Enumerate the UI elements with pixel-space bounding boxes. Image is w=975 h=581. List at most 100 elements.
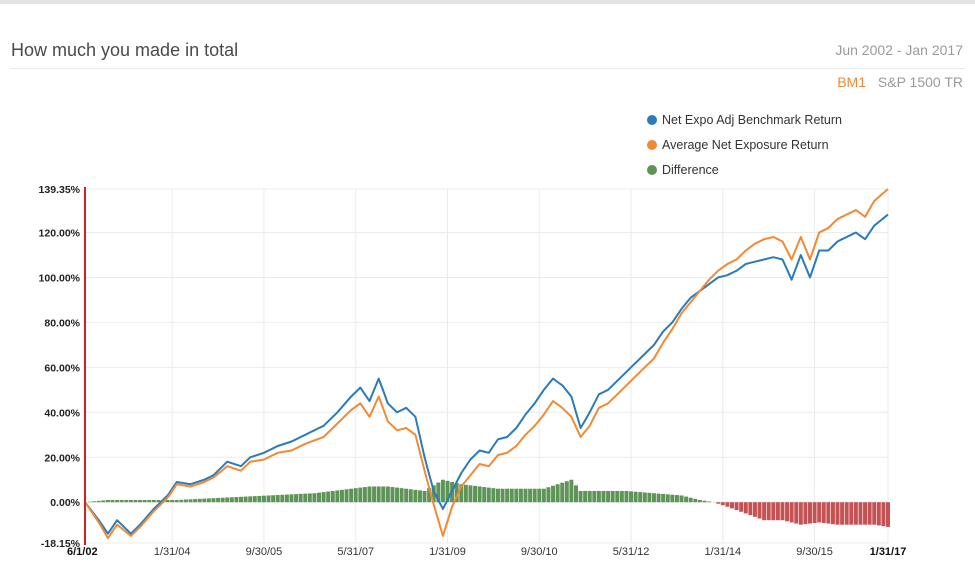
difference-bar [606, 490, 611, 503]
difference-bar [252, 496, 257, 503]
difference-bar [197, 498, 202, 503]
difference-bar [858, 502, 863, 525]
difference-bar [771, 502, 776, 521]
difference-bar [734, 502, 739, 511]
x-tick-label: 9/30/05 [246, 546, 283, 558]
y-tick-label: 139.35% [39, 184, 81, 196]
difference-bar [335, 490, 340, 503]
difference-bar [569, 479, 574, 503]
difference-bar [344, 489, 349, 503]
difference-bar [684, 496, 689, 503]
exposure-return-line [84, 188, 889, 540]
header-divider [10, 68, 965, 69]
difference-bar [518, 488, 523, 503]
difference-bar [808, 502, 812, 524]
toggle-sp1500[interactable]: S&P 1500 TR [877, 74, 963, 90]
legend-dot [647, 140, 657, 150]
difference-bar [427, 488, 432, 503]
difference-bar [500, 488, 505, 503]
difference-bar [390, 487, 395, 503]
difference-bar [757, 502, 762, 519]
difference-bar [170, 499, 175, 503]
difference-bar [578, 490, 583, 503]
difference-bar [243, 496, 248, 503]
difference-bar [266, 495, 271, 503]
legend-dot [647, 165, 657, 175]
difference-bar [619, 490, 624, 503]
difference-bar [436, 482, 441, 503]
benchmark-return-line [84, 213, 889, 535]
difference-bar [592, 490, 597, 503]
difference-bar [459, 484, 464, 503]
difference-bar [541, 488, 546, 503]
difference-bar [491, 488, 496, 503]
difference-bar [96, 500, 101, 503]
difference-bar [752, 502, 757, 517]
difference-bar [624, 490, 629, 503]
difference-bar [248, 496, 253, 503]
difference-bar [798, 502, 803, 525]
difference-bar [509, 488, 514, 503]
difference-bar [399, 488, 404, 503]
difference-bar [528, 488, 533, 503]
difference-bar [477, 486, 482, 503]
difference-bar [105, 499, 110, 503]
difference-bar [775, 502, 780, 521]
y-tick-label: 0.00% [50, 497, 80, 509]
difference-bar [220, 497, 225, 503]
difference-bar [385, 486, 390, 503]
difference-bar [376, 486, 381, 503]
difference-bar [115, 499, 120, 503]
chart-title: How much you made in total [11, 40, 239, 60]
difference-bar [349, 488, 354, 503]
difference-bar [317, 492, 321, 503]
toggle-bm1[interactable]: BM1 [837, 74, 867, 90]
difference-bar [289, 494, 294, 503]
difference-bar [307, 493, 312, 503]
difference-bar [876, 502, 881, 526]
difference-bar [463, 484, 468, 503]
difference-bar [647, 492, 652, 503]
difference-bar [670, 494, 675, 503]
difference-bar [785, 502, 790, 522]
difference-bar [743, 502, 748, 514]
difference-bar [688, 497, 693, 503]
y-tick-label: 60.00% [44, 362, 80, 374]
difference-bar [633, 491, 638, 503]
difference-bar [766, 502, 771, 521]
difference-bar [702, 500, 707, 503]
difference-bar [583, 490, 588, 503]
difference-bar [716, 502, 721, 504]
x-tick-label: 1/31/14 [704, 546, 741, 558]
difference-bar [596, 490, 601, 503]
difference-bar [431, 485, 436, 503]
difference-bar [133, 499, 138, 503]
difference-bar [674, 495, 679, 503]
difference-bar [381, 486, 386, 503]
difference-bar [395, 487, 400, 503]
difference-bar [294, 494, 299, 503]
difference-bar [128, 499, 133, 503]
difference-bar [179, 499, 184, 503]
difference-bar [853, 502, 858, 525]
difference-bar [835, 502, 840, 525]
legend-label: Difference [662, 163, 719, 177]
difference-bar [445, 480, 450, 503]
difference-bar [482, 487, 487, 503]
x-tick-label: 1/31/09 [429, 546, 466, 558]
difference-bar [413, 489, 418, 503]
x-tick-label: 6/1/02 [67, 546, 98, 558]
difference-bar [353, 488, 358, 503]
difference-bar [656, 493, 661, 503]
difference-bar [886, 502, 890, 527]
difference-bar [881, 502, 886, 527]
x-tick-label: 1/31/17 [870, 546, 907, 558]
difference-bar [546, 487, 551, 503]
difference-bar [257, 495, 262, 503]
difference-bar [367, 486, 372, 503]
top-rule [0, 0, 975, 4]
difference-bar [454, 483, 459, 503]
x-tick-label: 9/30/10 [521, 546, 558, 558]
difference-bar [422, 490, 427, 503]
y-tick-label: -18.15% [41, 538, 81, 550]
